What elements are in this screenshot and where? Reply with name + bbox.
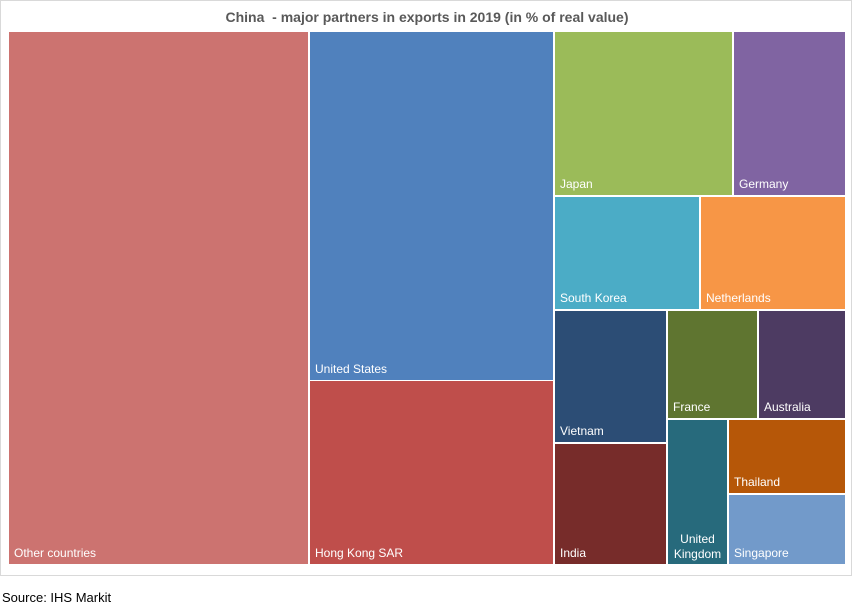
tile-singapore: Singapore — [729, 495, 845, 564]
tile-rect-united-states — [310, 32, 553, 380]
tile-rect-japan — [555, 32, 732, 195]
tile-rect-thailand — [729, 420, 845, 493]
tile-label-france: France — [673, 400, 711, 414]
tile-label-other-countries: Other countries — [14, 546, 96, 560]
source-note: Source: IHS Markit — [2, 590, 112, 605]
tile-rect-france — [668, 311, 757, 418]
tile-label-germany: Germany — [739, 177, 788, 191]
tile-germany: Germany — [734, 32, 845, 195]
tile-rect-australia — [759, 311, 845, 418]
tile-label-netherlands: Netherlands — [706, 291, 771, 305]
tile-united-states: United States — [310, 32, 553, 380]
tile-label-japan: Japan — [560, 177, 593, 191]
tile-india: India — [555, 444, 666, 564]
tile-hong-kong-sar: Hong Kong SAR — [310, 381, 553, 564]
tile-rect-other-countries — [9, 32, 308, 564]
tile-united-kingdom: United Kingdom — [668, 420, 727, 564]
tile-thailand: Thailand — [729, 420, 845, 493]
tile-label-thailand: Thailand — [734, 475, 780, 489]
tile-south-korea: South Korea — [555, 197, 699, 309]
tile-rect-netherlands — [701, 197, 845, 309]
tile-rect-singapore — [729, 495, 845, 564]
tile-japan: Japan — [555, 32, 732, 195]
tile-rect-vietnam — [555, 311, 666, 442]
treemap: Other countries United States Hong Kong SA… — [9, 32, 845, 564]
tile-label-india: India — [560, 546, 586, 560]
tile-label-south-korea: South Korea — [560, 291, 627, 305]
tile-australia: Australia — [759, 311, 845, 418]
tile-rect-germany — [734, 32, 845, 195]
tile-vietnam: Vietnam — [555, 311, 666, 442]
tile-label-australia: Australia — [764, 400, 811, 414]
tile-label-singapore: Singapore — [734, 546, 789, 560]
tile-rect-united-kingdom — [668, 420, 727, 564]
tile-france: France — [668, 311, 757, 418]
chart-frame: China - major partners in exports in 201… — [0, 0, 852, 576]
tile-label-vietnam: Vietnam — [560, 424, 604, 438]
tile-other-countries: Other countries — [9, 32, 308, 564]
tile-rect-south-korea — [555, 197, 699, 309]
tile-rect-hong-kong-sar — [310, 381, 553, 564]
tile-label-hong-kong-sar: Hong Kong SAR — [315, 546, 403, 560]
tile-netherlands: Netherlands — [701, 197, 845, 309]
chart-title: China - major partners in exports in 201… — [225, 9, 629, 25]
tile-label-united-states: United States — [315, 362, 387, 376]
tile-label-united-kingdom: United Kingdom — [674, 532, 721, 561]
tile-rect-india — [555, 444, 666, 564]
